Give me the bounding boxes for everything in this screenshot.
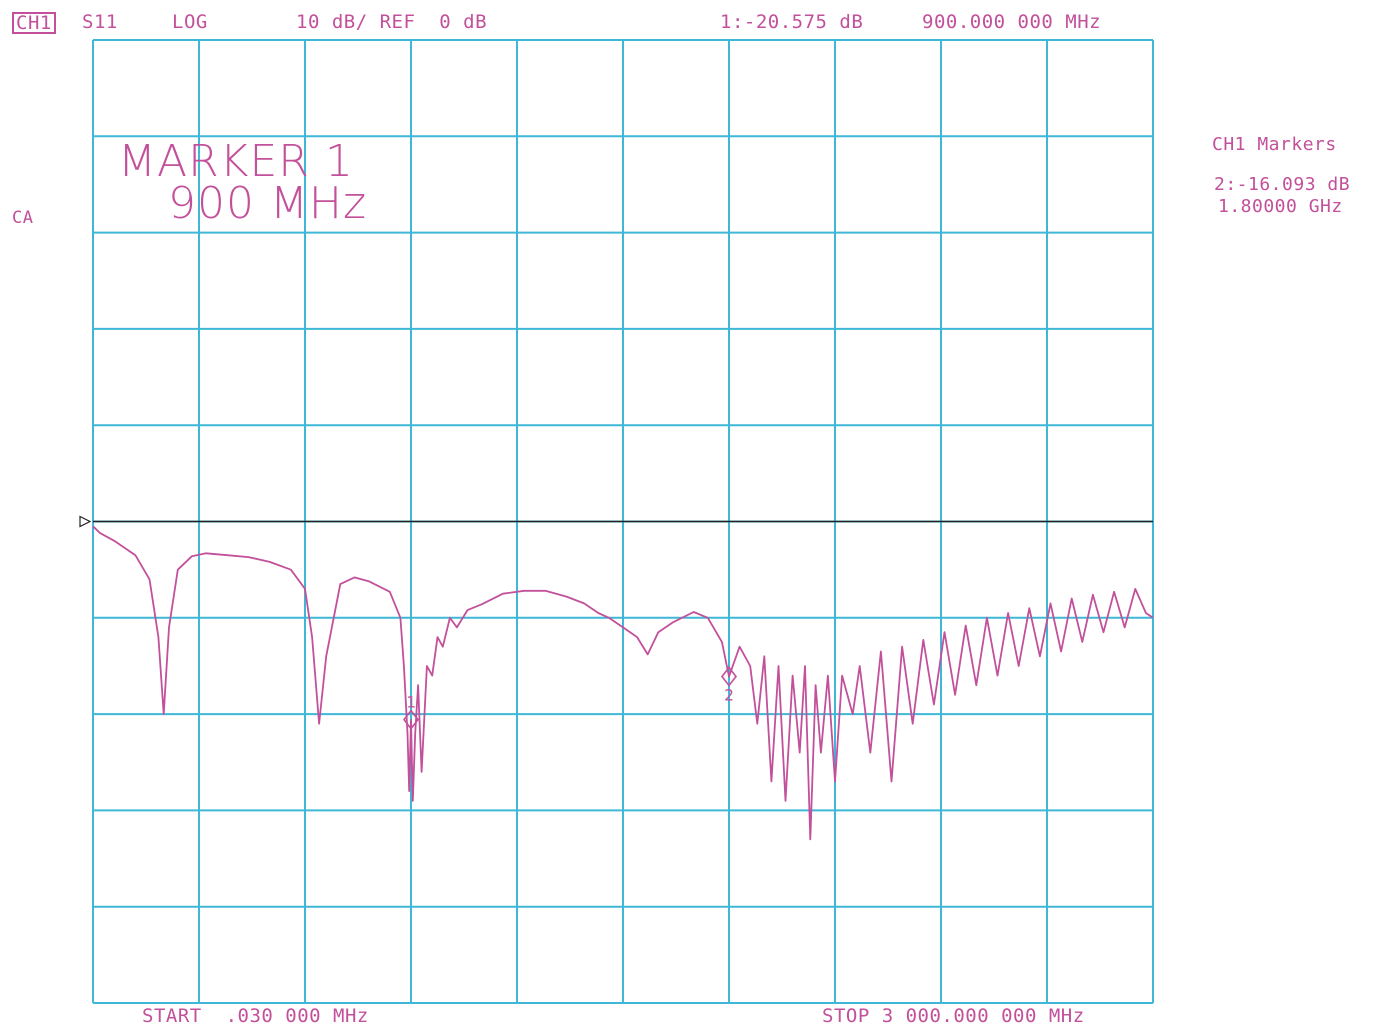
graticule [92,39,1154,1004]
marker-2-symbol [720,666,738,687]
marker-frequency: 900.000 000 MHz [922,11,1102,33]
marker2-frequency: 1.80000 GHz [1218,196,1343,217]
markers-title: CH1 Markers [1212,134,1337,155]
marker2-value: 2:-16.093 dB [1214,174,1351,195]
scale-label: 10 dB/ REF 0 dB [296,11,488,33]
parameter-label: S11 [82,11,118,33]
marker-1-symbol [402,709,420,730]
marker-1-label: 1 [406,693,416,712]
s11-trace [92,525,1154,841]
marker-readout: 1:-20.575 dB [720,11,864,33]
annotation-line-1: MARKER 1 [118,136,354,187]
format-label: LOG [172,11,208,33]
marker-2-label: 2 [724,685,734,704]
channel-indicator: CH1 [12,12,56,34]
reference-level-marker [79,515,92,528]
annotation-line-2: 900 MHz [168,178,368,229]
cal-indicator: CA [12,208,34,228]
start-frequency: START .030 000 MHz [142,1005,369,1027]
stop-frequency: STOP 3 000.000 000 MHz [822,1005,1085,1027]
